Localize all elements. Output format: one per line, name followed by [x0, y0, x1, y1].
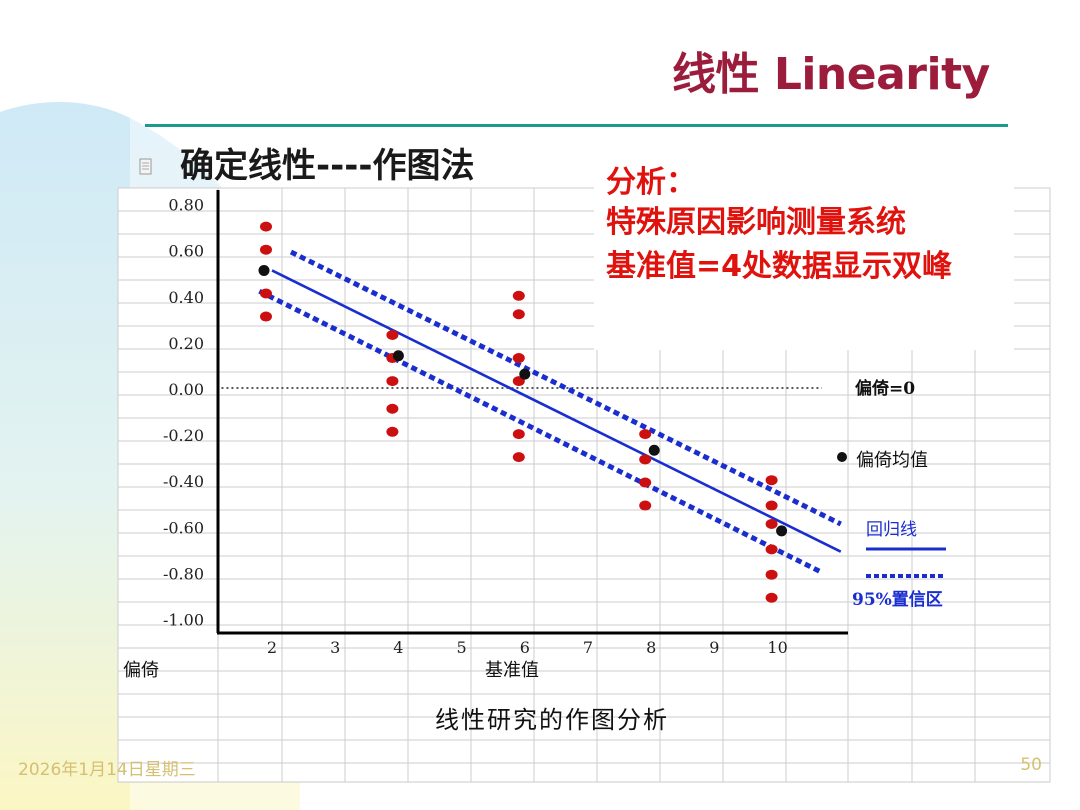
legend-mean-marker: [837, 452, 847, 462]
bias-point: [512, 290, 525, 301]
bias-point: [512, 309, 525, 320]
regression-line: [271, 269, 842, 553]
x-tick-label: 5: [457, 638, 467, 657]
y-tick-label: 0.80: [168, 196, 204, 215]
bias-point: [260, 288, 272, 299]
bias-point: [765, 592, 778, 603]
mean-bias-point: [392, 350, 404, 362]
y-tick-label: -0.20: [163, 426, 204, 445]
analysis-note-line: 分析：: [606, 165, 696, 200]
legend-mean-label: 偏倚均值: [856, 450, 928, 471]
confidence-bound-line: [258, 288, 823, 575]
bullet-icon: [139, 158, 152, 175]
mean-bias-point: [776, 525, 788, 537]
bias-point: [512, 429, 525, 440]
bias-point: [386, 426, 399, 437]
x-tick-label: 8: [646, 638, 656, 657]
x-tick-label: 4: [393, 638, 403, 657]
analysis-note-box: [594, 152, 1014, 350]
bias-point: [639, 429, 652, 440]
y-tick-label: 0.00: [168, 380, 204, 399]
chart-title: 线性研究的作图分析: [435, 706, 669, 734]
y-tick-label: 0.60: [168, 242, 204, 261]
x-tick-label: 9: [709, 638, 719, 657]
y-axis-label: 偏倚: [123, 660, 159, 681]
bias-point: [512, 452, 525, 463]
bias-point: [386, 403, 399, 414]
y-tick-label: -0.60: [163, 518, 204, 537]
bias-point: [765, 500, 778, 511]
analysis-note-line: 基准值=4处数据显示双峰: [606, 249, 952, 284]
bias-point: [260, 244, 272, 255]
confidence-bound-line: [289, 249, 842, 527]
title-divider: [145, 124, 1008, 127]
y-tick-label: 0.20: [168, 334, 204, 353]
slide-title: 线性 Linearity: [672, 49, 990, 100]
bias-point: [512, 353, 525, 364]
legend-regression-label: 回归线: [866, 520, 917, 540]
bias-point: [639, 454, 652, 465]
x-tick-label: 3: [330, 638, 340, 657]
x-tick-label: 2: [267, 638, 277, 657]
y-tick-label: -0.40: [163, 472, 204, 491]
bias-point: [260, 221, 272, 232]
bias-point: [765, 475, 778, 486]
bias-point: [386, 376, 399, 387]
bias-point: [260, 311, 272, 322]
page-number: 50: [1020, 755, 1042, 775]
mean-bias-point: [519, 368, 531, 380]
y-tick-label: -0.80: [163, 564, 204, 583]
bias-point: [639, 477, 652, 488]
analysis-note-line: 特殊原因影响测量系统: [606, 205, 906, 240]
y-tick-label: -1.00: [163, 611, 204, 630]
bias-point: [386, 329, 399, 340]
y-tick-label: 0.40: [168, 288, 204, 307]
footer-date: 2026年1月14日星期三: [18, 760, 196, 780]
x-tick-label: 6: [520, 638, 530, 657]
bias-point: [765, 544, 778, 555]
legend-confidence-label: 95%置信区: [852, 589, 943, 610]
bias-point: [765, 518, 778, 529]
bias-point: [639, 500, 652, 511]
mean-bias-point: [648, 444, 660, 456]
legend-zero-label: 偏倚=0: [855, 378, 915, 399]
x-tick-label: 7: [583, 638, 593, 657]
x-axis-label: 基准值: [485, 660, 539, 681]
x-tick-label: 10: [767, 638, 787, 657]
mean-bias-point: [258, 264, 270, 276]
section-heading: 确定线性----作图法: [180, 146, 475, 186]
bias-point: [765, 569, 778, 580]
